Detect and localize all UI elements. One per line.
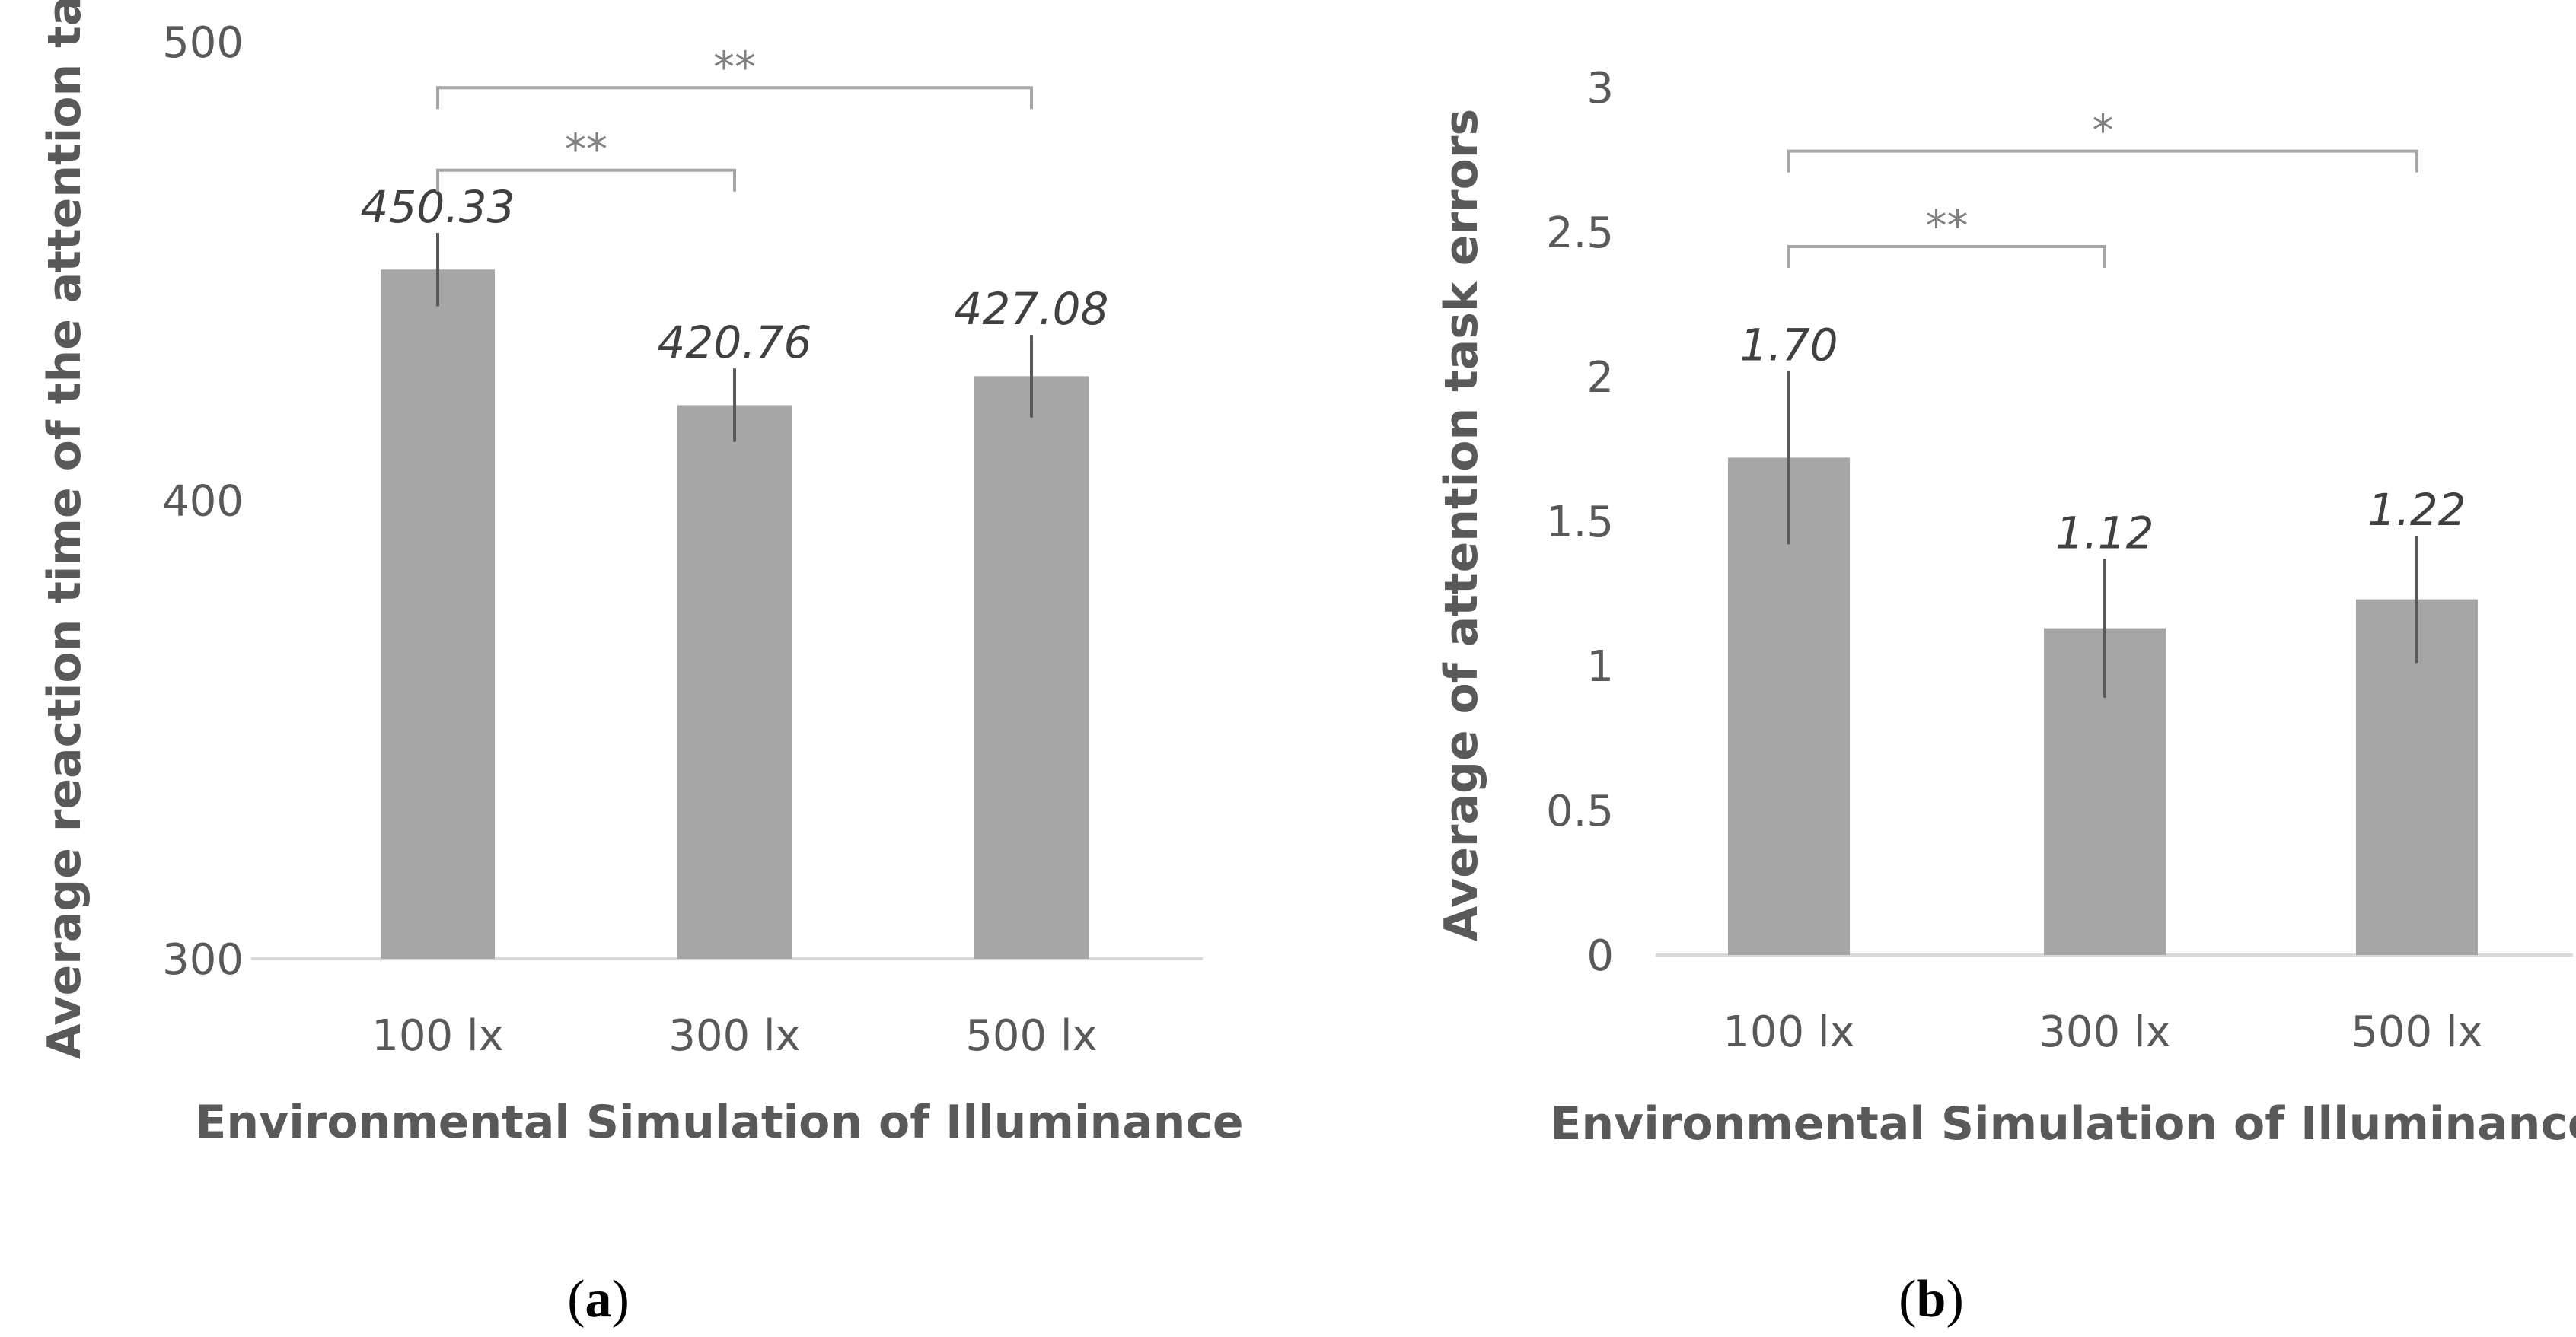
y-tick-label: 0.5 <box>1546 787 1614 836</box>
x-axis-title: Environmental Simulation of Illuminance <box>195 1096 1243 1149</box>
y-axis-title: Average of attention task errors <box>1435 109 1488 941</box>
significance-marker: ** <box>1926 202 1969 251</box>
y-axis-title: Average reaction time of the attention t… <box>38 0 91 1059</box>
y-tick-label: 2.5 <box>1546 209 1614 258</box>
data-label: 1.22 <box>2367 484 2466 536</box>
y-tick-label: 1 <box>1586 642 1614 692</box>
significance-bracket <box>436 86 1033 110</box>
significance-marker: ** <box>565 126 607 175</box>
y-tick-label: 0 <box>1586 931 1614 981</box>
panel-label: (b) <box>1899 1270 1964 1329</box>
y-tick-label: 3 <box>1586 64 1614 113</box>
data-label: 420.76 <box>658 317 812 368</box>
x-category-label: 100 lx <box>1723 1008 1854 1057</box>
data-label: 427.08 <box>955 283 1109 335</box>
significance-bracket <box>1787 149 2418 173</box>
y-tick-label: 500 <box>162 18 244 68</box>
x-category-label: 300 lx <box>2039 1008 2170 1057</box>
panel-letter: a <box>585 1270 612 1329</box>
significance-marker: ** <box>713 43 756 92</box>
x-category-label: 300 lx <box>668 1011 800 1061</box>
bar <box>381 269 495 960</box>
y-tick-label: 300 <box>162 935 244 985</box>
y-tick-label: 2 <box>1586 353 1614 403</box>
data-label: 1.12 <box>2055 507 2154 559</box>
x-category-label: 100 lx <box>371 1011 503 1061</box>
panel-letter: b <box>1917 1270 1946 1329</box>
x-axis-title: Environmental Simulation of Illuminance <box>1550 1097 2576 1151</box>
bar <box>974 376 1089 959</box>
bar <box>677 405 792 959</box>
x-category-label: 500 lx <box>965 1011 1097 1061</box>
significance-bracket <box>436 168 736 192</box>
data-label: 1.70 <box>1739 319 1838 371</box>
y-tick-label: 1.5 <box>1546 498 1614 547</box>
significance-bracket <box>1787 245 2106 268</box>
y-tick-label: 400 <box>162 477 244 527</box>
panel-label: (a) <box>567 1270 630 1329</box>
significance-marker: * <box>2093 107 2114 156</box>
panel-b-errors-chart: 0 0.5 1 1.5 2 2.5 3 1.70 100 lx 1.12 300 lx 1.22 500… <box>1435 64 2576 1329</box>
x-category-label: 500 lx <box>2351 1008 2482 1057</box>
